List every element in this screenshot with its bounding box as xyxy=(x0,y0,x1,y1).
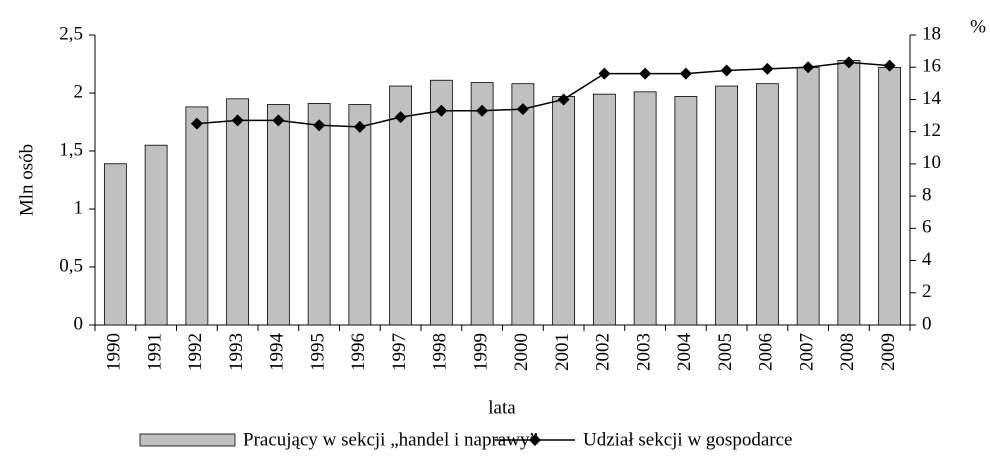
y2-tick-label: 18 xyxy=(922,23,941,44)
marker xyxy=(883,59,896,72)
x-tick-label: 2009 xyxy=(878,333,899,371)
bar xyxy=(552,96,576,326)
y2-tick-label: 4 xyxy=(922,249,932,270)
y2-tick-label: 8 xyxy=(922,184,932,205)
x-tick-label: 1999 xyxy=(470,333,491,371)
bar xyxy=(511,83,535,326)
bar xyxy=(755,83,779,326)
x-tick-label: 2007 xyxy=(796,333,817,371)
bar xyxy=(144,144,168,326)
x-tick-label: 1996 xyxy=(348,333,369,371)
x-tick-label: 1995 xyxy=(307,333,328,371)
y-tick-label: 1 xyxy=(74,197,84,218)
x-tick-label: 1997 xyxy=(389,333,410,371)
x-tick-label: 2005 xyxy=(715,333,736,371)
y-tick-label: 1,5 xyxy=(59,139,83,160)
marker xyxy=(231,114,244,127)
y2-tick-label: 12 xyxy=(922,120,941,141)
x-tick-label: 2004 xyxy=(674,333,695,372)
y-tick-label: 2,5 xyxy=(59,23,83,44)
y-tick-label: 0 xyxy=(74,313,84,334)
x-axis-label: lata xyxy=(488,397,516,418)
marker xyxy=(802,61,815,74)
marker xyxy=(679,67,692,80)
y2-tick-label: 2 xyxy=(922,281,932,302)
x-tick-label: 2002 xyxy=(593,333,614,371)
bar xyxy=(633,91,657,326)
x-tick-label: 2003 xyxy=(633,333,654,371)
y2-axis-label: % xyxy=(970,16,986,37)
marker xyxy=(476,104,489,117)
x-tick-label: 1998 xyxy=(430,333,451,371)
marker xyxy=(598,67,611,80)
y2-tick-label: 14 xyxy=(922,88,942,109)
bar xyxy=(266,104,290,326)
bar xyxy=(592,93,616,326)
bar xyxy=(429,79,453,326)
x-tick-label: 1993 xyxy=(226,333,247,371)
bar xyxy=(796,67,820,326)
bar xyxy=(103,163,127,326)
legend-label: Udział sekcji w gospodarce xyxy=(583,429,792,450)
y-tick-label: 2 xyxy=(74,81,84,102)
x-tick-label: 1991 xyxy=(144,333,165,371)
x-tick-label: 2008 xyxy=(837,333,858,371)
marker xyxy=(842,56,855,69)
x-tick-label: 2001 xyxy=(552,333,573,371)
legend-swatch xyxy=(139,433,236,447)
marker xyxy=(720,64,733,77)
x-tick-label: 1992 xyxy=(185,333,206,371)
bar xyxy=(226,98,250,326)
marker xyxy=(353,120,366,133)
y2-tick-label: 6 xyxy=(922,217,932,238)
marker xyxy=(394,111,407,124)
x-tick-label: 1994 xyxy=(267,333,288,372)
x-tick-label: 2000 xyxy=(511,333,532,371)
bar xyxy=(878,67,902,326)
legend-marker xyxy=(529,434,541,446)
bar xyxy=(674,96,698,326)
marker xyxy=(639,67,652,80)
x-tick-label: 2006 xyxy=(756,333,777,371)
y2-tick-label: 10 xyxy=(922,152,941,173)
y2-tick-label: 0 xyxy=(922,313,932,334)
marker xyxy=(761,62,774,75)
marker xyxy=(313,119,326,132)
x-tick-label: 1990 xyxy=(104,333,125,371)
marker xyxy=(557,93,570,106)
bar xyxy=(348,104,372,326)
marker xyxy=(435,104,448,117)
y-tick-label: 0,5 xyxy=(59,255,83,276)
y-axis-label: Mln osób xyxy=(16,144,37,216)
bar xyxy=(837,60,861,326)
bar xyxy=(715,85,739,326)
bar xyxy=(307,103,331,326)
bar xyxy=(389,85,413,326)
bar xyxy=(470,82,494,326)
y2-tick-label: 16 xyxy=(922,56,941,77)
bar xyxy=(185,106,209,326)
marker xyxy=(516,103,529,116)
line xyxy=(196,61,890,128)
marker xyxy=(272,114,285,127)
marker xyxy=(190,117,203,130)
legend-label: Pracujący w sekcji „handel i naprawy” xyxy=(243,429,538,450)
